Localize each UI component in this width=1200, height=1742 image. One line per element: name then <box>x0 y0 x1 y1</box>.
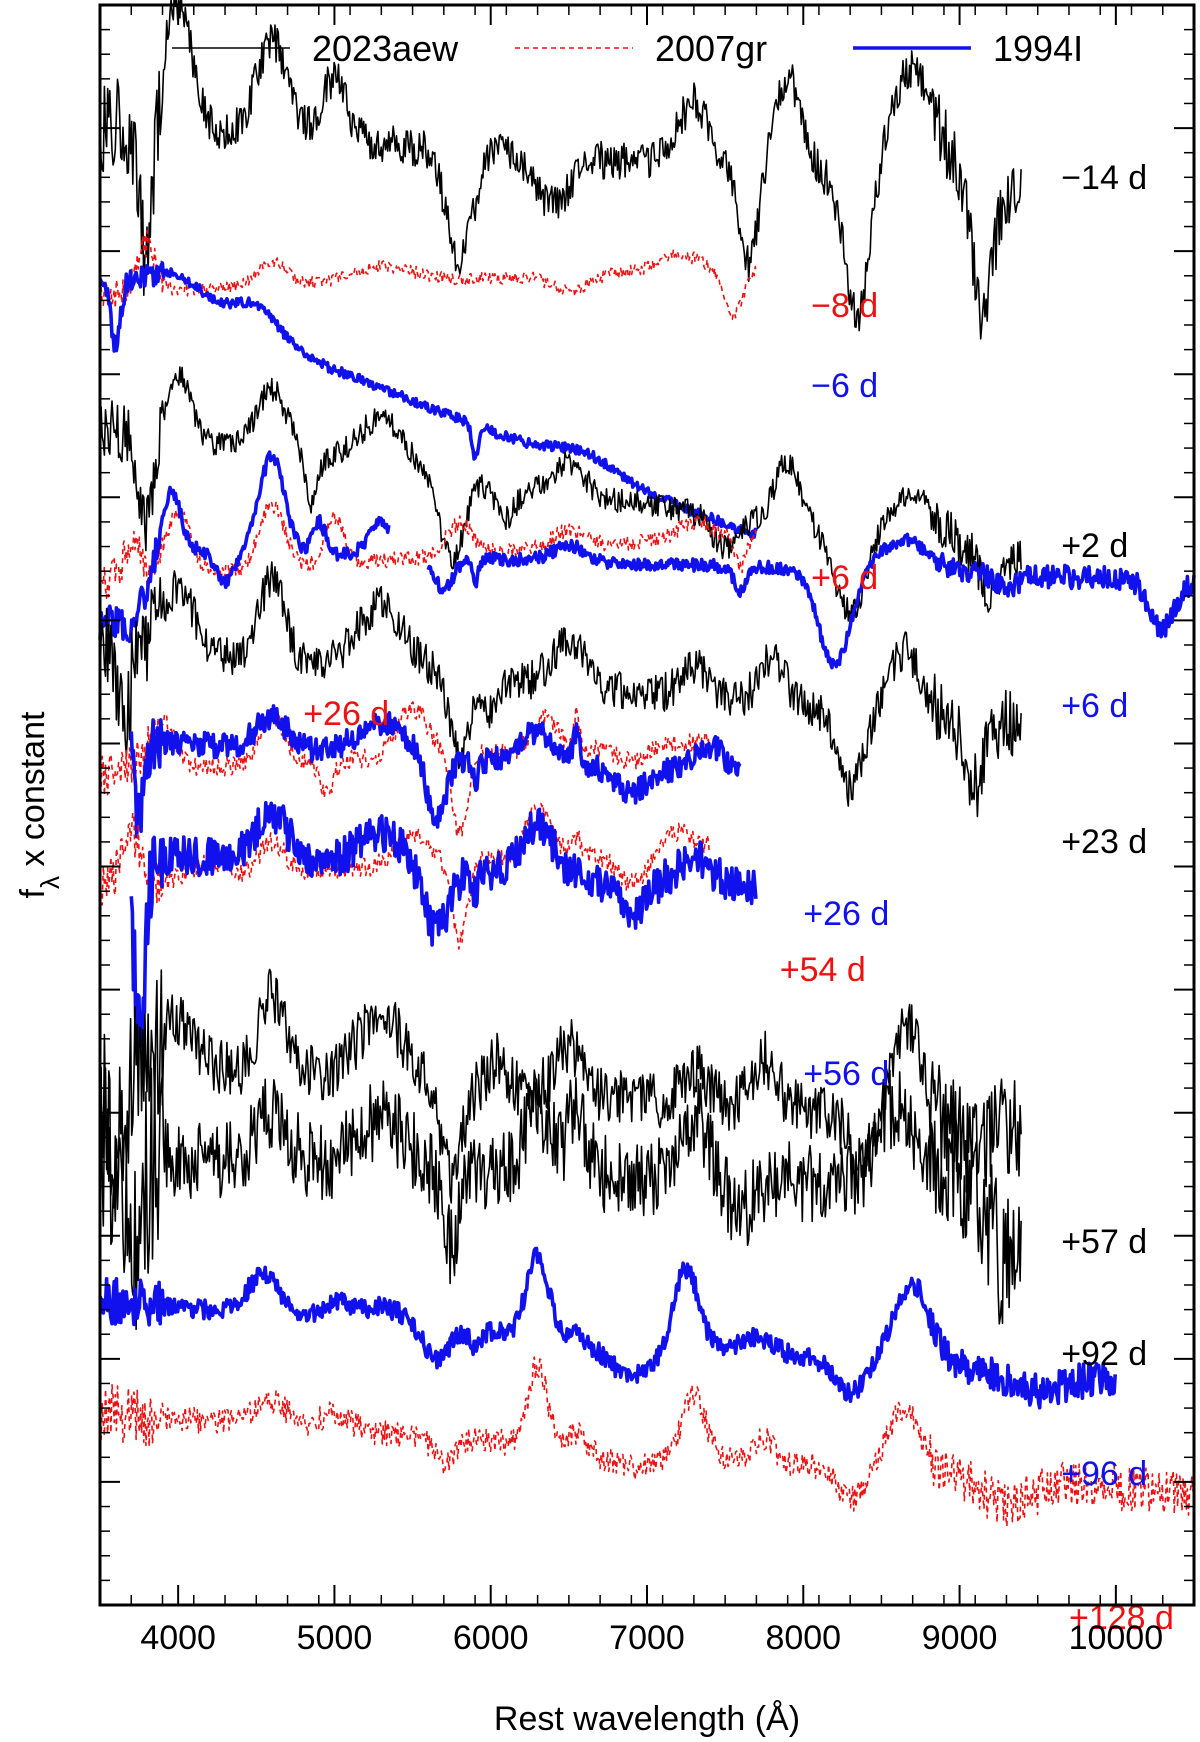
legend-entry: 2023aew <box>172 28 459 69</box>
phase-label: +6 d <box>811 559 878 597</box>
x-tick-label: 6000 <box>453 1619 529 1657</box>
spectrum-1994I-5 <box>98 450 1196 670</box>
x-tick-label: 5000 <box>297 1619 373 1657</box>
x-tick-label: 8000 <box>765 1619 841 1657</box>
spectrum-2007gr-9 <box>99 802 711 950</box>
spectrum-1994I-10 <box>129 801 758 1049</box>
phase-labels: −14 d −8 d −6 d +2 d +6 d +6 d +26 d +23 d +26 d… <box>303 159 1174 1637</box>
phase-label: +54 d <box>780 951 866 989</box>
phase-label: +96 d <box>1061 1455 1147 1493</box>
phase-label: +26 d <box>803 895 889 933</box>
y-axis-label-main: f <box>14 888 52 898</box>
phase-label: +92 d <box>1061 1335 1147 1373</box>
legend-entry: 2007gr <box>515 28 767 69</box>
spectrum-2007gr-14 <box>99 1356 1195 1528</box>
x-tick-label: 4000 <box>140 1619 216 1657</box>
spectrum-2023aew-3 <box>99 366 1022 622</box>
spectrum-2023aew-0 <box>99 0 1022 340</box>
legend-label: 2007gr <box>655 28 767 69</box>
spectrum-2007gr-4 <box>99 500 758 600</box>
legend-entry: 1994I <box>853 28 1083 69</box>
phase-label: +6 d <box>1061 687 1128 725</box>
x-axis-label: Rest wavelength (Å) <box>494 1700 800 1738</box>
plot-frame <box>98 3 1196 1607</box>
spectrum-2023aew-12 <box>99 1066 1022 1330</box>
y-axis-label: fλ x constant <box>14 711 65 898</box>
phase-label: −8 d <box>811 287 878 325</box>
legend-label: 2023aew <box>312 28 459 69</box>
phase-label: +56 d <box>803 1055 889 1093</box>
phase-label: −14 d <box>1061 159 1147 197</box>
phase-label: +2 d <box>1061 527 1128 565</box>
spectra-layer <box>98 0 1196 1528</box>
spectrum-1994I-13 <box>98 1246 1117 1410</box>
phase-label: +57 d <box>1061 1223 1147 1261</box>
x-tick-label: 9000 <box>922 1619 998 1657</box>
y-axis-label-sub: λ <box>35 876 65 889</box>
x-tick-label: 10000 <box>1069 1619 1164 1657</box>
spectrum-1994I-8 <box>129 704 742 839</box>
spectrum-2007gr-1 <box>99 229 758 321</box>
spectrum-2023aew-6 <box>99 561 1022 818</box>
legend-label: 1994I <box>993 28 1083 69</box>
x-tick-label: 7000 <box>609 1619 685 1657</box>
spectrum-1994I-2 <box>98 261 758 539</box>
phase-label: +23 d <box>1061 823 1147 861</box>
y-axis-label-rest: x constant <box>14 711 52 876</box>
axis-ticks: 4000 5000 6000 7000 8000 9000 10000 <box>99 4 1195 1657</box>
phase-label: −6 d <box>811 367 878 405</box>
legend: 2023aew 2007gr 1994I <box>172 28 1083 69</box>
phase-label: +26 d <box>303 695 389 733</box>
spectrum-2007gr-7 <box>99 701 711 838</box>
